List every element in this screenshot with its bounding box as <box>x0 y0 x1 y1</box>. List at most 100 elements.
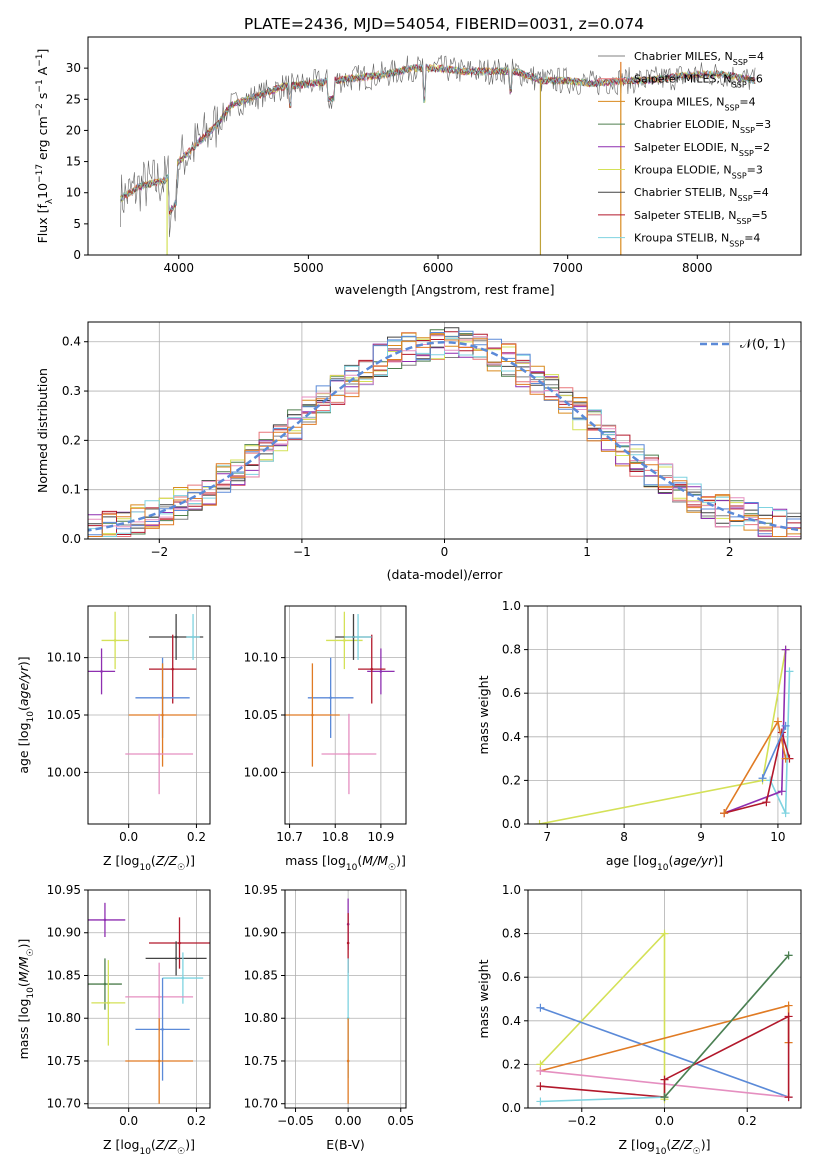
age-vs-mass-xlabel: mass [log10(M/M☉)] <box>285 853 406 873</box>
mass-vs-Z-frame <box>87 889 211 1109</box>
residuals-plot-area <box>88 327 801 537</box>
mass-vs-EBV-xtick-label: 0.05 <box>387 1114 414 1128</box>
age-vs-Z-point-2 <box>174 635 178 639</box>
weight-vs-Z-ylabel: mass weight <box>476 959 491 1038</box>
legend-sub: SSP <box>736 216 751 225</box>
weight-vs-age-series-5 <box>761 725 787 779</box>
legend-sub: SSP <box>740 126 755 135</box>
mass-vs-Z-xtick-label: 0.2 <box>187 1114 206 1128</box>
mass-vs-Z-xlabel-part: 10 <box>139 1147 151 1157</box>
age-vs-mass-xlabel-part: ☉ <box>388 863 396 873</box>
residuals-ylabel: Normed distribution <box>35 368 50 493</box>
weight-vs-age-marker-5 <box>758 774 767 783</box>
weight-vs-Z-marker-4 <box>784 1012 793 1021</box>
mass-vs-EBV-xtick-label: −0.05 <box>277 1114 314 1128</box>
mass-vs-Z-point-8 <box>157 1059 161 1063</box>
age-vs-mass-point-5 <box>311 713 314 717</box>
residuals-ytick-label: 0.2 <box>62 433 81 447</box>
legend-label-6: Chabrier STELIB, NSSP=4 <box>634 186 769 203</box>
legend-text: Chabrier MILES, N <box>634 50 733 63</box>
weight-vs-age-frame <box>527 605 802 825</box>
mass-vs-Z-xtick-label: 0.0 <box>119 1114 138 1128</box>
weight-vs-Z-frame <box>527 889 802 1109</box>
mass-vs-Z-ytick-label: 10.95 <box>47 883 81 897</box>
weight-vs-Z-marker-0 <box>660 929 669 938</box>
age-vs-mass-xlabel-part: mass [log <box>285 853 346 868</box>
weight-vs-Z-xlabel-part: 10 <box>655 1147 667 1157</box>
spectrum-xtick-label: 4000 <box>163 261 194 275</box>
weight-vs-Z-ytick-label: 0.6 <box>502 970 521 984</box>
spectrum-ylabel-part: ] <box>35 49 50 54</box>
age-vs-Z-xlabel-part: 10 <box>139 863 151 873</box>
mass-vs-EBV-plot-area <box>346 898 350 1104</box>
weight-vs-age-marker-1 <box>785 667 794 676</box>
age-vs-mass-point-0 <box>343 639 346 642</box>
weight-vs-age-xlabel-part: 10 <box>657 863 669 873</box>
legend-val: =4 <box>753 186 769 199</box>
mass-vs-Z-ytick-label: 10.70 <box>47 1097 81 1111</box>
mass-vs-EBV-ytick-label: 10.70 <box>244 1097 278 1111</box>
weight-vs-Z-ytick-label: 0.0 <box>502 1101 521 1115</box>
mass-vs-Z-ylabel-part: ☉ <box>26 948 36 956</box>
weight-vs-age-xlabel-part: age [log <box>606 853 657 868</box>
mass-vs-Z-panel: 0.0 0.2 10.70 10.75 10.80 10.85 10.90 10.95 Z [l… <box>16 883 211 1157</box>
weight-vs-Z-panel: −0.2 0.0 0.2 0.0 0.2 0.4 0.6 0.8 1.0 Z [log10(Z/Z… <box>476 883 802 1157</box>
weight-vs-age-ylabel: mass weight <box>476 675 491 754</box>
residuals-xtick-label: 1 <box>583 545 591 559</box>
spectrum-ytick-label: 0 <box>73 248 81 262</box>
weight-vs-age-series-4 <box>723 719 787 814</box>
age-vs-Z-ytick-label: 10.00 <box>47 765 81 779</box>
weight-vs-Z-marker-4 <box>660 1075 669 1084</box>
age-vs-Z-point-3 <box>171 667 175 671</box>
legend-val: =4 <box>744 232 760 245</box>
spectrum-xtick-label: 5000 <box>293 261 324 275</box>
age-vs-Z-point-0 <box>113 639 117 642</box>
residuals-ytick-label: 0.3 <box>62 384 81 398</box>
age-vs-mass-xtick-label: 10.8 <box>322 830 349 844</box>
residuals-ytick-label: 0.0 <box>62 532 81 546</box>
mass-vs-EBV-ytick-label: 10.90 <box>244 926 278 940</box>
mass-vs-Z-ylabel: mass [log10(M/M☉)] <box>16 939 36 1060</box>
legend-text: Kroupa MILES, N <box>634 95 724 108</box>
legend-sub: SSP <box>732 80 747 89</box>
spectrum-ytick-label: 5 <box>73 217 81 231</box>
weight-vs-Z-marker-5 <box>536 1097 545 1106</box>
weight-vs-age-ytick-label: 1.0 <box>502 599 521 613</box>
mass-vs-Z-xlabel-part: ( <box>151 1137 156 1152</box>
spectrum-ytick-label: 15 <box>66 155 81 169</box>
weight-vs-age-marker-1 <box>781 809 790 818</box>
mass-vs-Z-xlabel-part: Z [log <box>103 1137 139 1152</box>
age-vs-mass-point-1 <box>379 670 383 673</box>
legend-text: Salpeter STELIB, N <box>634 209 736 222</box>
age-vs-mass-xlabel-part: ( <box>357 853 362 868</box>
legend-sub: SSP <box>729 239 744 248</box>
residuals-xtick-label: 2 <box>726 545 734 559</box>
legend-label-2: Kroupa MILES, NSSP=4 <box>634 95 756 112</box>
residuals-panel: −2 −1 0 1 2 0.0 0.1 0.2 0.3 0.4 𝒩(0, 1) (data-model… <box>35 321 802 582</box>
age-vs-mass-xlabel-part: M/M <box>362 853 388 868</box>
weight-vs-Z-marker-4 <box>536 1082 545 1091</box>
mass-vs-Z-point-6 <box>157 995 161 999</box>
normal-curve <box>88 340 801 532</box>
weight-vs-age-ytick-label: 0.0 <box>502 817 521 831</box>
age-vs-mass-point-3 <box>370 667 374 671</box>
age-vs-Z-ylabel-part: age [log <box>16 722 31 773</box>
legend-text: Chabrier STELIB, N <box>634 186 738 199</box>
legend-sub: SSP <box>724 103 739 112</box>
mass-vs-Z-point-1 <box>103 982 107 986</box>
legend-sub: SSP <box>738 194 753 203</box>
age-vs-Z-point-7 <box>191 635 195 639</box>
age-vs-mass-panel: 10.7 10.8 10.9 10.00 10.05 10.10 mass [log10(M… <box>244 605 407 873</box>
legend-val: =3 <box>747 164 763 177</box>
weight-vs-Z-marker-6 <box>784 951 793 960</box>
age-vs-mass-ytick-label: 10.05 <box>244 708 278 722</box>
age-vs-Z-xlabel: Z [log10(Z/Z☉)] <box>103 853 195 873</box>
mass-vs-Z-point-7 <box>161 1028 164 1031</box>
weight-vs-age-xtick-label: 8 <box>620 830 628 844</box>
weight-vs-age-marker-4 <box>773 717 782 726</box>
age-vs-mass-plot-area <box>285 611 395 795</box>
weight-vs-Z-series-1 <box>540 1006 789 1098</box>
spectrum-plot-area <box>120 55 756 255</box>
legend-label-1: Salpeter MILES, NSSP=6 <box>634 73 763 90</box>
